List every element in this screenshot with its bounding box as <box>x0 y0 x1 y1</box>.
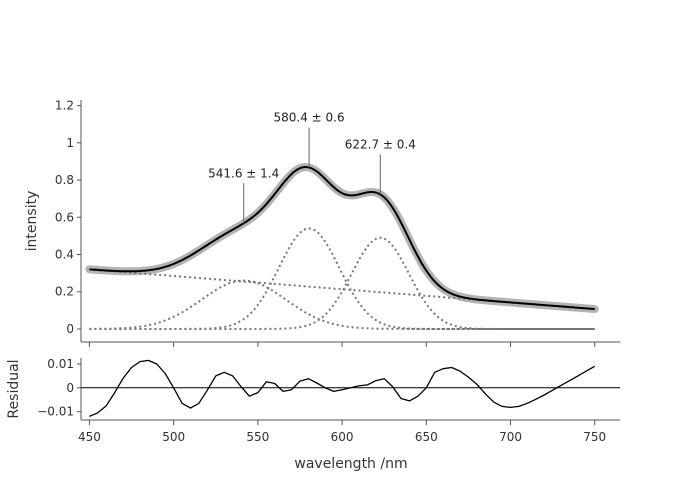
peak-component <box>89 236 595 330</box>
peak-annotation-label: 541.6 ± 1.4 <box>208 166 279 180</box>
x-tick-label: 500 <box>162 430 185 444</box>
y-axis-title: intensity <box>24 191 40 252</box>
residual-y-tick-label: 0 <box>66 381 74 395</box>
residual-y-tick-label: 0.01 <box>47 357 74 371</box>
y-tick-label: 0 <box>66 322 74 336</box>
residual-panel: −0.01 0 0.01 Residual <box>6 357 620 421</box>
y-tick-label: 1.2 <box>55 99 74 113</box>
peak-component <box>89 227 595 330</box>
data-curve <box>85 163 599 314</box>
residual-curve <box>89 359 596 417</box>
residual-series <box>81 359 620 417</box>
y-tick-label: 0.2 <box>55 285 74 299</box>
main-series <box>85 163 599 330</box>
y-tick-label: 0.8 <box>55 173 74 187</box>
residual-y-ticks: −0.01 0 0.01 <box>37 357 81 419</box>
fit-curve <box>89 165 595 311</box>
peak-annotation-label: 580.4 ± 0.6 <box>274 110 345 124</box>
peak-component <box>89 279 595 330</box>
main-panel: 0 0.2 0.4 0.6 0.8 1 1.2 541.6 ± 1.4 580.4 ± 0.6… <box>24 99 620 343</box>
residual-y-tick-label: −0.01 <box>37 405 74 419</box>
x-tick-label: 750 <box>583 430 606 444</box>
main-y-ticks: 0 0.2 0.4 0.6 0.8 1 1.2 <box>55 99 81 336</box>
x-ticks: 450 500 550 600 650 700 750 <box>78 342 606 444</box>
x-tick-label: 600 <box>331 430 354 444</box>
x-axis-title: wavelength /nm <box>294 456 407 472</box>
x-tick-label: 650 <box>415 430 438 444</box>
peak-annotation-label: 622.7 ± 0.4 <box>345 137 416 151</box>
x-tick-label: 700 <box>499 430 522 444</box>
y-tick-label: 0.4 <box>55 248 74 262</box>
residual-axis-title: Residual <box>6 359 22 418</box>
y-tick-label: 1 <box>66 136 74 150</box>
x-tick-label: 450 <box>78 430 101 444</box>
y-tick-label: 0.6 <box>55 210 74 224</box>
x-tick-label: 550 <box>246 430 269 444</box>
